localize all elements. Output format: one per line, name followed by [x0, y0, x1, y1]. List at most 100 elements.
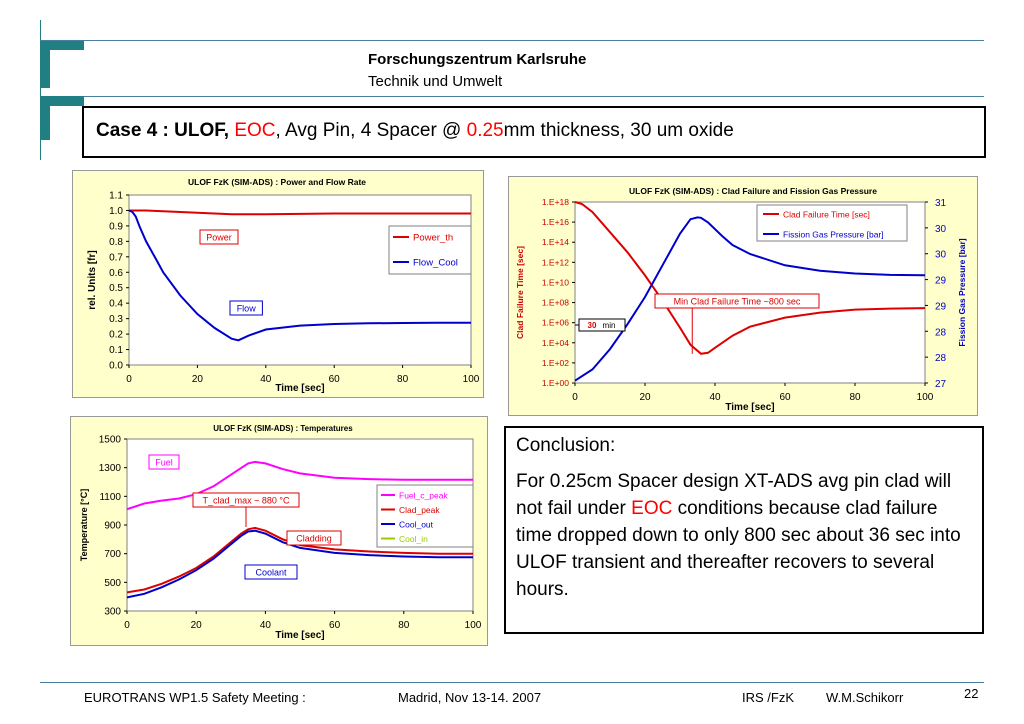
- x-tick-label: 80: [397, 374, 409, 385]
- annotation-30min-value: 30: [588, 321, 597, 330]
- y-tick-label: 1.E+06: [542, 318, 569, 328]
- x-tick-label: 20: [639, 392, 651, 403]
- y-tick-label: 1.E+00: [542, 378, 569, 388]
- y2-axis-label: Fission Gas Pressure [bar]: [957, 238, 967, 346]
- y-tick-label: 1.E+18: [542, 197, 569, 207]
- y-tick-label: 1.E+16: [542, 217, 569, 227]
- y-axis-label: Temperature [°C]: [79, 489, 89, 561]
- y-tick-label: 1.E+10: [542, 277, 569, 287]
- x-tick-label: 60: [329, 620, 341, 631]
- chart-clad-failure-svg: ULOF FzK (SIM-ADS) : Clad Failure and Fi…: [515, 186, 967, 413]
- y2-tick-label: 30: [935, 224, 947, 235]
- logo-bar-left-upper: [40, 40, 50, 88]
- chart-clad-failure: ULOF FzK (SIM-ADS) : Clad Failure and Fi…: [508, 176, 978, 416]
- y2-tick-label: 30: [935, 250, 947, 261]
- chart-power-flow-svg: ULOF FzK (SIM-ADS) : Power and Flow Rate…: [87, 177, 480, 394]
- legend-label: Clad Failure Time [sec]: [783, 210, 870, 220]
- title-case: Case 4 :: [96, 120, 175, 141]
- conclusion-eoc: EOC: [631, 498, 673, 519]
- annotation-flow-box: [229, 300, 263, 316]
- annotation-tclad: T_clad_max ~ 880 °C: [203, 496, 290, 506]
- conclusion-box: Conclusion: For 0.25cm Spacer design XT-…: [504, 426, 984, 634]
- y-tick-label: 1.1: [109, 191, 123, 202]
- y-tick-label: 1100: [99, 492, 121, 503]
- annotation-power-box: [199, 229, 239, 245]
- slide-title: Case 4 : ULOF, EOC, Avg Pin, 4 Spacer @ …: [96, 120, 734, 142]
- header-organization: Forschungszentrum Karlsruhe: [368, 51, 587, 68]
- x-tick-label: 40: [709, 392, 721, 403]
- title-rest: mm thickness, 30 um oxide: [503, 120, 734, 141]
- y-tick-label: 300: [104, 607, 121, 618]
- series-line-clad: [574, 201, 926, 355]
- x-tick-label: 80: [849, 392, 861, 403]
- x-tick-label: 20: [191, 620, 203, 631]
- legend-label: Fission Gas Pressure [bar]: [783, 230, 884, 240]
- x-tick-label: 0: [126, 374, 132, 385]
- header-rule-top: [40, 40, 984, 41]
- legend-label: Power_th: [413, 233, 453, 244]
- y-tick-label: 0.0: [109, 361, 123, 372]
- legend-label: Clad_peak: [399, 505, 440, 515]
- series-line-0: [129, 209, 471, 216]
- chart-title: ULOF FzK (SIM-ADS) : Clad Failure and Fi…: [629, 186, 877, 196]
- legend-label: Flow_Cool: [413, 258, 458, 269]
- footer-rule: [40, 682, 984, 683]
- title-eoc: EOC: [234, 120, 276, 141]
- plot-area: [128, 194, 472, 366]
- x-tick-label: 100: [465, 620, 482, 631]
- x-tick-label: 20: [192, 374, 204, 385]
- logo-bar-mid: [40, 96, 84, 106]
- y2-tick-label: 31: [935, 198, 947, 209]
- title-box: Case 4 : ULOF, EOC, Avg Pin, 4 Spacer @ …: [82, 106, 986, 158]
- logo-bar-left-lower: [40, 96, 50, 140]
- chart-title: ULOF FzK (SIM-ADS) : Temperatures: [213, 424, 353, 433]
- legend-box: [388, 225, 472, 275]
- y-tick-label: 0.2: [109, 330, 123, 341]
- footer-place: Madrid, Nov 13-14. 2007: [398, 690, 542, 705]
- y-tick-label: 0.8: [109, 237, 123, 248]
- x-tick-label: 40: [260, 374, 272, 385]
- footer-org: IRS /FzK: [742, 690, 795, 705]
- y-tick-label: 0.6: [109, 268, 123, 279]
- x-tick-label: 60: [779, 392, 791, 403]
- header-subtitle: Technik und Umwelt: [368, 73, 503, 90]
- conclusion-title: Conclusion:: [516, 435, 616, 456]
- y-tick-label: 0.7: [109, 252, 123, 263]
- y-tick-label: 900: [104, 521, 121, 532]
- annotation-min-clad-box: [654, 293, 820, 309]
- conclusion-body: For 0.25cm Spacer design XT-ADS avg pin …: [516, 468, 976, 603]
- annotation-30min-unit: min: [603, 321, 616, 330]
- y-tick-label: 1.E+08: [542, 298, 569, 308]
- y-tick-label: 0.9: [109, 221, 123, 232]
- y-axis-label: Clad Failure Time [sec]: [515, 246, 525, 339]
- annotation-coolant: Coolant: [255, 568, 287, 578]
- title-sep: , Avg Pin, 4 Spacer @: [275, 120, 467, 141]
- y-tick-label: 0.3: [109, 314, 123, 325]
- conclusion-text-1: For 0.25cm Spacer design XT-ADS avg pin …: [516, 471, 952, 519]
- chart-temperatures: ULOF FzK (SIM-ADS) : Temperatures 300 500 7…: [70, 416, 488, 646]
- title-thickness: 0.25: [466, 120, 504, 141]
- annotation-min-clad: Min Clad Failure Time ~800 sec: [674, 297, 801, 307]
- x-axis-label: Time [sec]: [275, 630, 324, 641]
- x-tick-label: 40: [260, 620, 272, 631]
- y-tick-label: 500: [104, 578, 121, 589]
- y-tick-label: 1500: [99, 435, 122, 446]
- x-tick-label: 100: [917, 392, 934, 403]
- header-rule-bottom: [84, 96, 984, 97]
- footer-author: W.M.Schikorr: [826, 690, 904, 705]
- series-line-pressure: [574, 216, 926, 382]
- legend-box: [376, 484, 474, 548]
- y-tick-label: 1.0: [109, 206, 123, 217]
- legend-label: Fuel_c_peak: [399, 491, 448, 501]
- y-tick-label: 1.E+12: [542, 257, 569, 267]
- logo-bar-top: [40, 40, 84, 50]
- y2-tick-label: 29: [935, 276, 947, 287]
- annotation-coolant-box: [244, 564, 298, 580]
- chart-title: ULOF FzK (SIM-ADS) : Power and Flow Rate: [188, 177, 366, 187]
- title-ulof: ULOF,: [174, 120, 230, 141]
- annotation-cladding-box: [286, 530, 342, 546]
- series-line-1: [128, 209, 471, 342]
- y-tick-label: 1300: [99, 463, 122, 474]
- y2-tick-label: 29: [935, 301, 947, 312]
- legend-box: [756, 204, 908, 242]
